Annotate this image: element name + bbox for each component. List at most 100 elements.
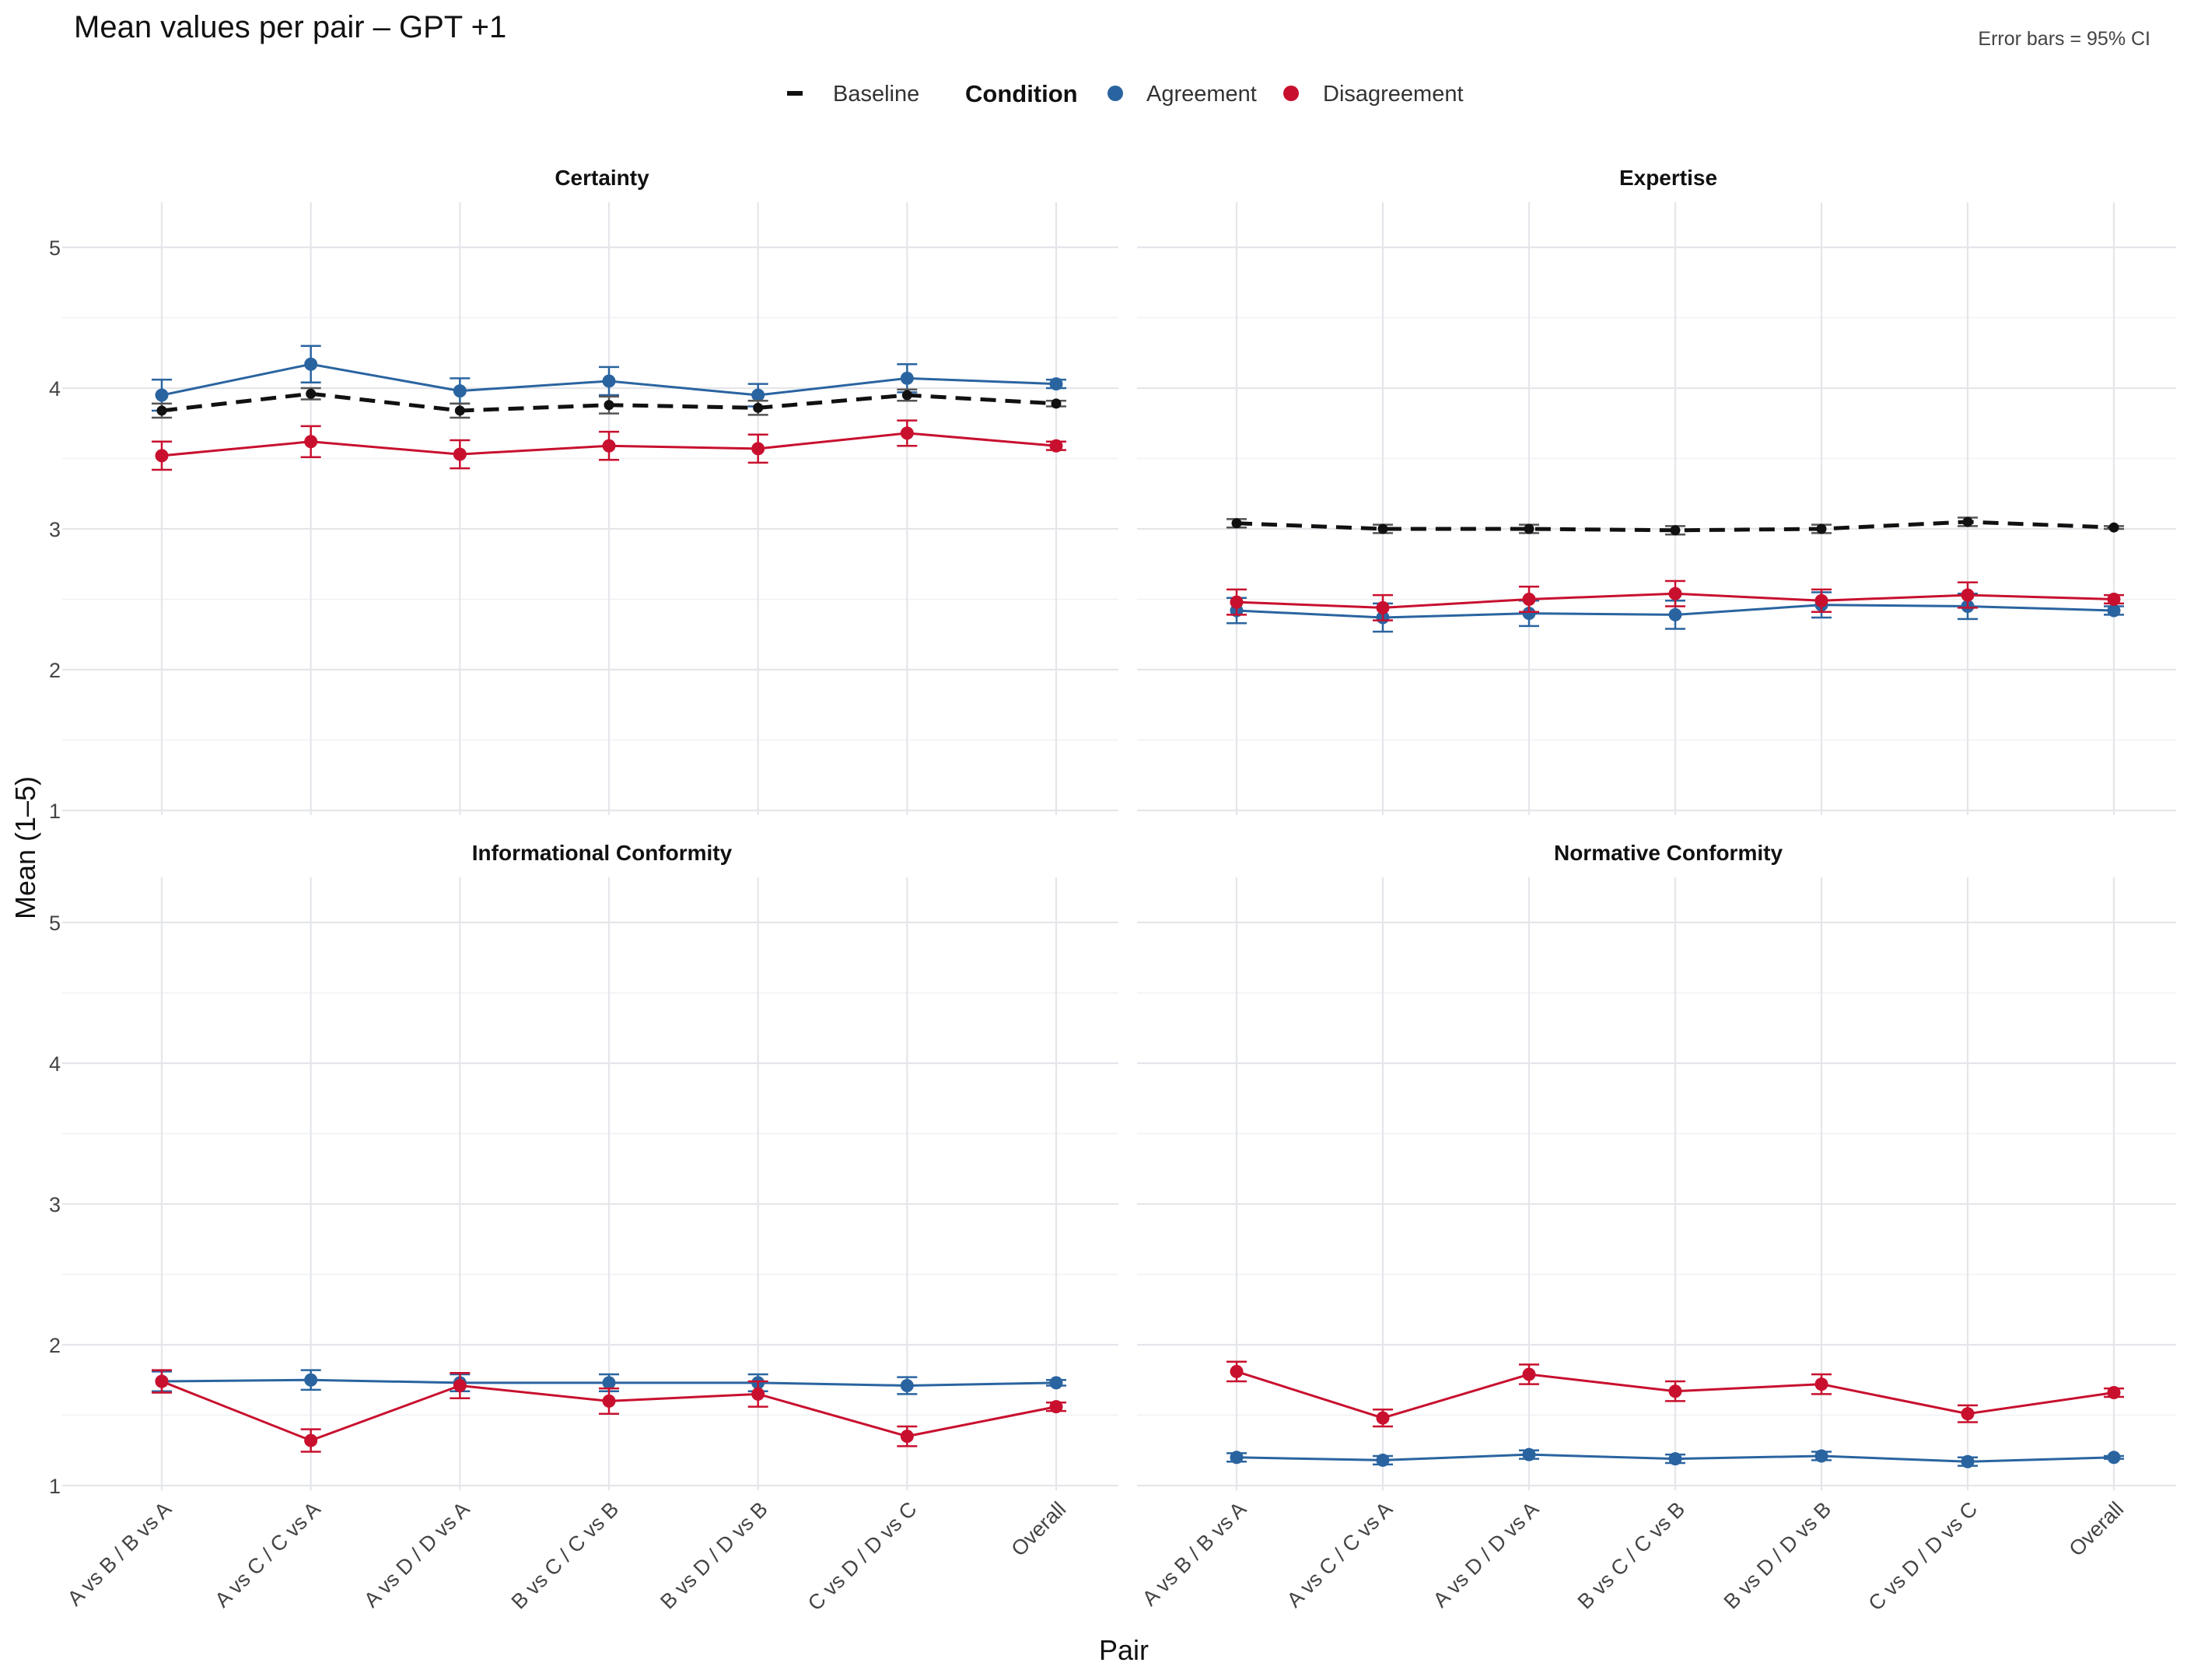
data-point-agreement [453,384,467,398]
panel-certainty: Certainty 1 2 3 4 5 [49,166,1118,823]
series-disagreement [152,419,1066,471]
data-point-agreement [2107,604,2121,618]
facet-title-normative-conformity: Normative Conformity [1554,841,1783,865]
data-point-disagreement [2107,1386,2121,1400]
data-point-baseline [2108,522,2119,533]
legend-disagreement-label: Disagreement [1323,82,1464,107]
data-point-disagreement [1814,593,1828,607]
error-bar-note: Error bars = 95% CI [1978,28,2150,50]
data-point-disagreement [155,1374,169,1388]
chart-title: Mean values per pair – GPT +1 [74,10,506,44]
x-tick-label: C vs D / D vs C [1864,1497,1982,1615]
data-point-disagreement [900,1430,914,1444]
x-axis-title: Pair [1099,1634,1149,1666]
series-agreement [152,345,1066,412]
y-tick-label: 3 [49,518,61,541]
y-tick-label: 2 [49,1334,61,1357]
data-point-disagreement [1961,1407,1975,1421]
data-point-agreement [304,1373,318,1387]
data-point-agreement [1522,1447,1536,1461]
data-point-disagreement [304,435,318,449]
panel-expertise: Expertise [1137,166,2176,815]
panel-normative-conformity: Normative Conformity A vs B / B vs A A vs … [1137,841,2176,1615]
data-point-agreement [1814,1449,1828,1463]
data-point-disagreement [453,447,467,461]
data-point-agreement [155,388,169,402]
x-tick-label: A vs B / B vs A [1138,1497,1251,1610]
data-point-baseline [901,390,912,401]
data-point-disagreement [1049,439,1063,453]
data-point-agreement [1376,1453,1390,1467]
data-point-disagreement [1668,1384,1682,1398]
data-point-disagreement [751,442,765,456]
y-tick-label: 4 [49,1052,61,1076]
data-point-disagreement [453,1378,467,1392]
x-tick-label: B vs D / D vs B [1720,1497,1836,1614]
data-point-agreement [751,388,765,402]
facet-title-certainty: Certainty [555,166,649,190]
x-tick-label: A vs D / D vs A [359,1497,474,1612]
legend-condition-title: Condition [965,80,1078,107]
data-point-disagreement [900,426,914,440]
data-point-disagreement [1522,1367,1536,1381]
y-tick-label: 5 [49,912,61,935]
series-baseline [152,387,1066,419]
x-tick-label: B vs C / C vs B [507,1497,624,1614]
data-point-disagreement [1230,1364,1244,1378]
x-tick-label: A vs B / B vs A [63,1497,176,1610]
legend-disagreement-swatch [1283,86,1299,101]
data-point-baseline [1051,398,1062,409]
series-disagreement [152,1369,1066,1453]
facet-title-informational-conformity: Informational Conformity [472,841,733,865]
series-disagreement [1226,1360,2124,1428]
data-point-disagreement [1814,1377,1828,1391]
data-point-agreement [1668,607,1682,621]
legend-agreement-label: Agreement [1146,82,1257,107]
legend-agreement-swatch [1107,86,1123,101]
data-point-agreement [1049,377,1063,391]
data-point-agreement [602,374,616,388]
data-point-agreement [900,1378,914,1392]
x-tick-label: Overall [1007,1497,1071,1561]
data-point-baseline [1231,518,1242,529]
data-point-baseline [1670,525,1681,536]
data-point-disagreement [1230,595,1244,609]
data-point-baseline [1377,523,1388,534]
data-point-baseline [1524,523,1534,534]
data-point-disagreement [751,1387,765,1401]
data-point-baseline [753,402,764,413]
data-point-disagreement [2107,593,2121,606]
data-point-baseline [1816,523,1827,534]
data-point-baseline [454,405,465,416]
data-point-disagreement [1961,588,1975,602]
data-point-disagreement [1668,586,1682,600]
facet-panels: Certainty 1 2 3 4 5 Expertise Informational Con… [49,166,2176,1615]
data-point-agreement [1522,607,1536,621]
panel-informational-conformity: Informational Conformity 1 2 3 4 5 A vs B / B … [49,841,1118,1615]
legend: Baseline Condition Agreement Disagreemen… [787,80,1464,107]
x-tick-label: A vs C / C vs A [210,1497,324,1612]
x-tick-label: B vs C / C vs B [1573,1497,1690,1614]
data-point-baseline [1962,516,1973,527]
data-point-disagreement [1049,1400,1063,1414]
legend-baseline-label: Baseline [833,82,919,107]
series-baseline [1226,516,2124,536]
series-agreement [152,1369,1066,1395]
y-tick-label: 1 [49,1475,61,1498]
data-point-agreement [1961,1454,1975,1468]
series-disagreement [1226,579,2124,621]
x-tick-label: A vs D / D vs A [1429,1497,1543,1612]
y-tick-label: 3 [49,1193,61,1216]
x-tick-label: B vs D / D vs B [656,1497,772,1614]
data-point-disagreement [602,439,616,453]
data-point-agreement [602,1376,616,1390]
data-point-agreement [304,357,318,371]
data-point-disagreement [1376,1411,1390,1425]
x-tick-label: A vs C / C vs A [1282,1497,1397,1612]
data-point-agreement [1230,1451,1244,1465]
data-point-disagreement [304,1433,318,1447]
data-point-agreement [1049,1376,1063,1390]
data-point-baseline [306,388,317,399]
data-point-agreement [1668,1452,1682,1466]
y-axis-title: Mean (1–5) [9,776,41,919]
